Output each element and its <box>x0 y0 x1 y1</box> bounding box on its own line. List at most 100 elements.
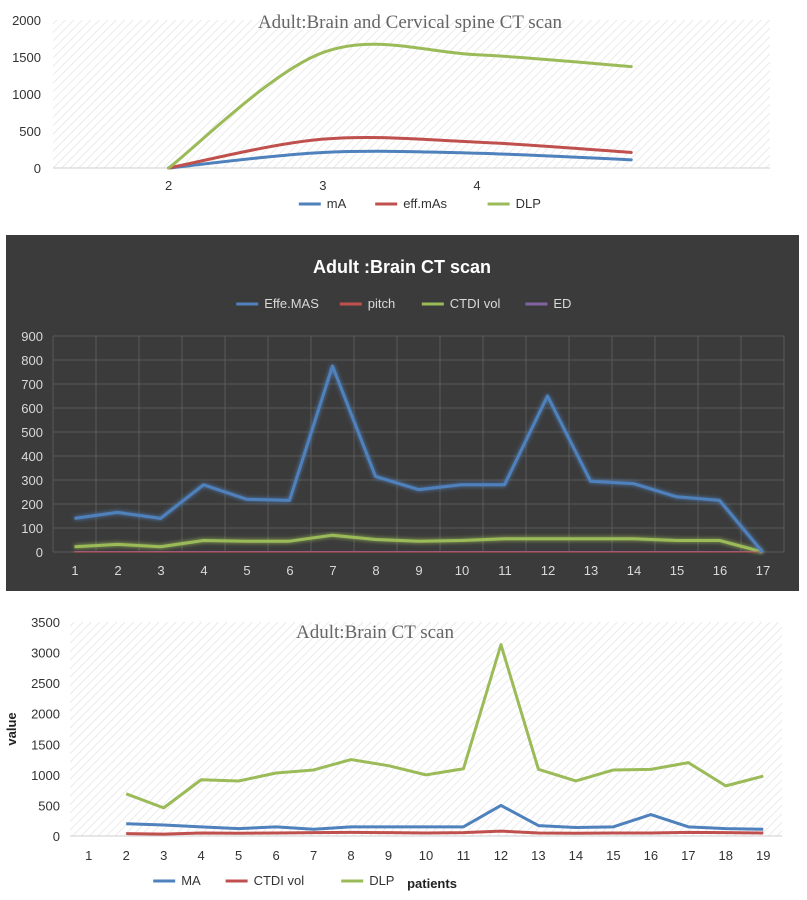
legend-label: Effe.MAS <box>264 296 319 311</box>
plot-area <box>70 622 782 836</box>
x-tick-label: 10 <box>455 563 469 578</box>
legend-item-ed: ED <box>525 296 571 311</box>
x-tick-label: 5 <box>243 563 250 578</box>
y-tick-label: 1500 <box>12 50 41 65</box>
legend-item-effe-mas: Effe.MAS <box>236 296 319 311</box>
x-tick-label: 1 <box>71 563 78 578</box>
chart-brain-ct-patients: 0 500 1000 1500 2000 2500 3000 3500 1 2 3 4 5 6 7 8 9 10… <box>4 615 782 891</box>
y-tick-label: 3500 <box>31 615 60 630</box>
y-tick-label: 600 <box>21 401 43 416</box>
y-tick-label: 300 <box>21 473 43 488</box>
y-tick-label: 0 <box>34 161 41 176</box>
chart-title: Adult:Brain CT scan <box>296 622 454 643</box>
series-line-dlp <box>125 643 764 810</box>
y-tick-label: 0 <box>36 545 43 560</box>
x-tick-label: 14 <box>569 848 583 863</box>
x-tick-label: 16 <box>644 848 658 863</box>
y-tick-label: 2000 <box>31 707 60 722</box>
y-tick-label: 2500 <box>31 676 60 691</box>
legend-item-ctdi-vol: CTDI vol <box>225 873 305 888</box>
legend-item-dlp: DLP <box>487 196 541 211</box>
legend-label: MA <box>181 873 201 888</box>
x-tick-label: 13 <box>584 563 598 578</box>
legend-item-ctdi-vol: CTDI vol <box>421 296 501 311</box>
y-tick-label: 1000 <box>31 768 60 783</box>
chart-title: Adult:Brain and Cervical spine CT scan <box>258 12 563 33</box>
x-tick-label: 18 <box>719 848 733 863</box>
x-tick-label: 6 <box>286 563 293 578</box>
legend-item-eff-mas: eff.mAs <box>375 196 448 211</box>
y-tick-label: 200 <box>21 497 43 512</box>
x-axis-label: patients <box>407 876 457 891</box>
series-line-ctdi-vol <box>126 829 764 836</box>
x-tick-label: 7 <box>329 563 336 578</box>
x-tick-label: 7 <box>310 848 317 863</box>
x-tick-label: 6 <box>272 848 279 863</box>
x-tick-label: 3 <box>157 563 164 578</box>
x-tick-label: 3 <box>160 848 167 863</box>
series-line-dlp <box>167 42 633 170</box>
x-tick-label: 19 <box>756 848 770 863</box>
x-tick-label: 3 <box>319 178 326 193</box>
x-tick-label: 2 <box>165 178 172 193</box>
y-tick-label: 100 <box>21 521 43 536</box>
x-tick-label: 4 <box>200 563 207 578</box>
y-tick-label: 1000 <box>12 87 41 102</box>
x-tick-label: 16 <box>713 563 727 578</box>
x-tick-label: 9 <box>415 563 422 578</box>
x-tick-label: 2 <box>123 848 130 863</box>
y-tick-label: 500 <box>21 425 43 440</box>
legend-item-ma: mA <box>298 196 347 211</box>
x-tick-label: 8 <box>372 563 379 578</box>
series-line-eff-mas <box>167 135 633 170</box>
chart-title: Adult :Brain CT scan <box>313 257 491 277</box>
legend-item-ma: MA <box>153 873 201 888</box>
chart-brain-cervical: 0 500 1000 1500 2000 2 3 4 Adult:Brain and Cer… <box>12 12 770 211</box>
y-tick-label: 500 <box>38 798 60 813</box>
y-tick-label: 3000 <box>31 646 60 661</box>
x-tick-label: 8 <box>347 848 354 863</box>
y-tick-label: 800 <box>21 353 43 368</box>
plot-area <box>53 20 770 168</box>
series-line-effe-mas <box>74 364 764 553</box>
x-tick-label: 15 <box>606 848 620 863</box>
y-tick-label: 2000 <box>12 13 41 28</box>
x-tick-label: 12 <box>494 848 508 863</box>
y-tick-label: 1500 <box>31 737 60 752</box>
legend-label: mA <box>327 196 347 211</box>
x-tick-label: 2 <box>114 563 121 578</box>
y-tick-label: 0 <box>53 829 60 844</box>
y-tick-label: 500 <box>19 124 41 139</box>
legend-label: DLP <box>369 873 394 888</box>
legend-label: pitch <box>368 296 395 311</box>
x-tick-label: 17 <box>756 563 770 578</box>
x-tick-label: 11 <box>457 848 471 863</box>
chart-brain-ct-dark: Adult :Brain CT scan Effe.MAS pitch CTDI v… <box>6 235 799 591</box>
x-tick-label: 9 <box>385 848 392 863</box>
legend-label: DLP <box>516 196 541 211</box>
y-tick-label: 400 <box>21 449 43 464</box>
series-line-ma <box>126 803 764 831</box>
series-line-ma <box>167 149 633 170</box>
legend-label: ED <box>553 296 571 311</box>
x-tick-label: 4 <box>198 848 205 863</box>
legend-item-pitch: pitch <box>339 296 395 311</box>
y-tick-label: 900 <box>21 329 43 344</box>
legend-item-dlp: DLP <box>341 873 394 888</box>
x-tick-label: 17 <box>681 848 695 863</box>
legend-label: CTDI vol <box>254 873 305 888</box>
y-tick-label: 700 <box>21 377 43 392</box>
x-tick-label: 15 <box>670 563 684 578</box>
x-tick-label: 13 <box>531 848 545 863</box>
x-tick-label: 4 <box>473 178 480 193</box>
legend-label: eff.mAs <box>403 196 447 211</box>
x-tick-label: 14 <box>627 563 641 578</box>
legend-label: CTDI vol <box>450 296 501 311</box>
x-tick-label: 5 <box>235 848 242 863</box>
y-axis-label: value <box>4 712 19 745</box>
x-tick-label: 12 <box>541 563 555 578</box>
x-tick-label: 10 <box>419 848 433 863</box>
series-line-ctdi-vol <box>74 533 763 554</box>
chart-background <box>6 235 799 591</box>
